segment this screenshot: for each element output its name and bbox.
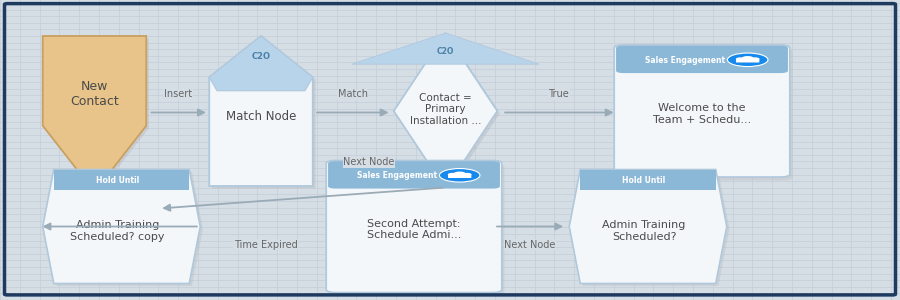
Polygon shape (396, 35, 500, 191)
Polygon shape (46, 172, 203, 286)
Text: Sales Engagement: Sales Engagement (644, 56, 724, 65)
Polygon shape (212, 38, 315, 188)
Circle shape (736, 57, 745, 61)
Circle shape (439, 169, 480, 182)
Circle shape (751, 57, 760, 61)
Polygon shape (209, 36, 313, 91)
Text: Second Attempt:
Schedule Admi...: Second Attempt: Schedule Admi... (367, 219, 461, 241)
Text: C2O: C2O (251, 52, 271, 62)
FancyBboxPatch shape (327, 160, 502, 292)
Circle shape (463, 173, 472, 176)
Polygon shape (209, 36, 313, 186)
Bar (336, 175, 493, 186)
Polygon shape (43, 169, 200, 284)
Polygon shape (569, 169, 727, 284)
Polygon shape (352, 33, 539, 64)
Polygon shape (42, 36, 146, 192)
FancyBboxPatch shape (328, 161, 500, 189)
Text: Hold Until: Hold Until (96, 176, 140, 185)
Circle shape (742, 56, 753, 60)
Text: Admin Training
Scheduled? copy: Admin Training Scheduled? copy (70, 220, 165, 242)
FancyBboxPatch shape (448, 174, 472, 178)
Text: Match: Match (338, 89, 368, 100)
FancyBboxPatch shape (616, 46, 788, 73)
Text: Admin Training
Scheduled?: Admin Training Scheduled? (602, 220, 686, 242)
FancyBboxPatch shape (329, 164, 504, 296)
FancyBboxPatch shape (617, 49, 792, 181)
Polygon shape (45, 38, 149, 194)
Text: Match Node: Match Node (226, 110, 296, 124)
Text: True: True (548, 89, 570, 100)
Circle shape (448, 173, 457, 176)
Polygon shape (394, 33, 497, 189)
FancyBboxPatch shape (736, 59, 760, 62)
Text: Welcome to the
Team + Schedu...: Welcome to the Team + Schedu... (652, 103, 752, 125)
Text: Contact =
Primary
Installation ...: Contact = Primary Installation ... (410, 93, 482, 126)
FancyBboxPatch shape (614, 45, 790, 177)
Text: Sales Engagement: Sales Engagement (356, 172, 436, 181)
Text: C2O: C2O (436, 47, 454, 56)
Text: Next Node: Next Node (504, 239, 556, 250)
Polygon shape (54, 169, 189, 190)
Text: New
Contact: New Contact (70, 80, 119, 109)
Bar (623, 59, 781, 71)
Circle shape (727, 53, 768, 67)
Text: Insert: Insert (164, 89, 193, 100)
Text: Hold Until: Hold Until (623, 176, 666, 185)
Circle shape (454, 172, 465, 176)
Text: Next Node: Next Node (343, 157, 395, 167)
Polygon shape (580, 169, 716, 190)
Polygon shape (572, 172, 729, 286)
Text: Time Expired: Time Expired (234, 239, 297, 250)
